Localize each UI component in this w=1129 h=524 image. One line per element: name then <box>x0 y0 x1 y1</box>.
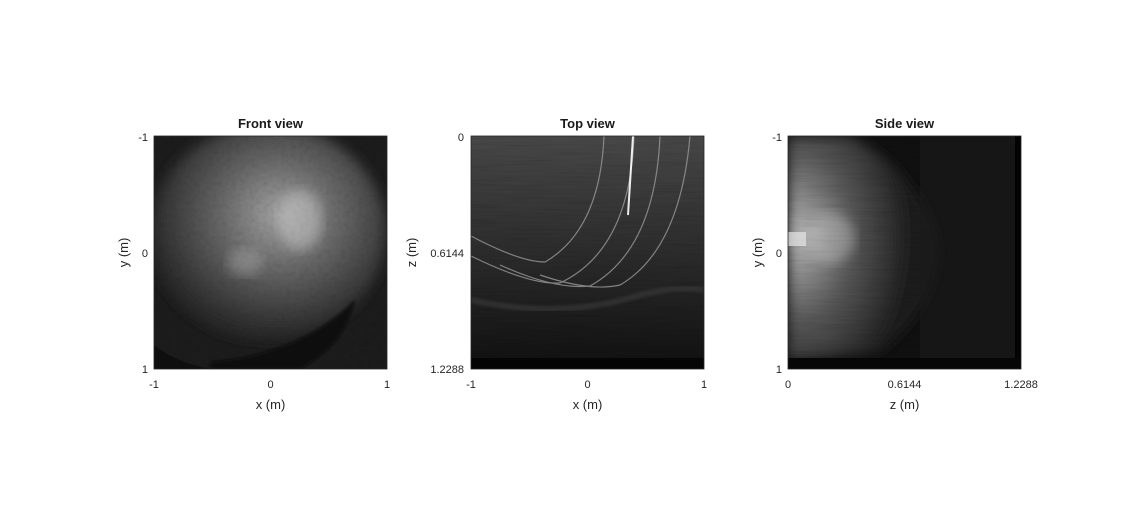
front-view-axes: Front view -1 0 1 -1 0 1 x (m) y (m) <box>116 116 390 412</box>
front-view-x-tick: 0 <box>267 379 273 391</box>
side-view-y-tick: 1 <box>776 364 782 376</box>
side-view-y-tick: -1 <box>772 132 782 144</box>
front-view-title: Front view <box>238 116 304 131</box>
top-view-x-tick: 1 <box>701 379 707 391</box>
top-view-x-tick: 0 <box>584 379 590 391</box>
top-view-y-tick: 1.2288 <box>430 364 464 376</box>
top-view-y-tick: 0 <box>458 132 464 144</box>
side-view-y-tick: 0 <box>776 248 782 260</box>
top-view-x-tick: -1 <box>466 379 476 391</box>
side-view-axes: Side view 0 0.6144 1.2288 -1 0 1 z (m) y… <box>750 116 1038 412</box>
side-view-x-tick: 0 <box>785 379 791 391</box>
front-view-x-tick: -1 <box>149 379 159 391</box>
side-view-x-tick: 1.2288 <box>1004 379 1038 391</box>
top-view-ylabel: z (m) <box>404 238 419 268</box>
front-view-image <box>154 136 387 369</box>
front-view-x-tick: 1 <box>384 379 390 391</box>
top-view-axes: Top view -1 0 1 0 0.6144 1.2288 x (m) z … <box>404 116 707 412</box>
front-view-y-tick: 1 <box>142 364 148 376</box>
front-view-xlabel: x (m) <box>256 397 286 412</box>
front-view-y-tick: -1 <box>138 132 148 144</box>
front-view-ylabel: y (m) <box>116 238 131 268</box>
side-view-x-tick: 0.6144 <box>888 379 922 391</box>
top-view-image <box>471 136 704 369</box>
side-view-title: Side view <box>875 116 935 131</box>
side-view-xlabel: z (m) <box>890 397 920 412</box>
front-view-y-tick: 0 <box>142 248 148 260</box>
top-view-xlabel: x (m) <box>573 397 603 412</box>
side-view-image <box>788 136 1021 369</box>
top-view-y-tick: 0.6144 <box>430 248 464 260</box>
side-view-ylabel: y (m) <box>750 238 765 268</box>
top-view-title: Top view <box>560 116 616 131</box>
